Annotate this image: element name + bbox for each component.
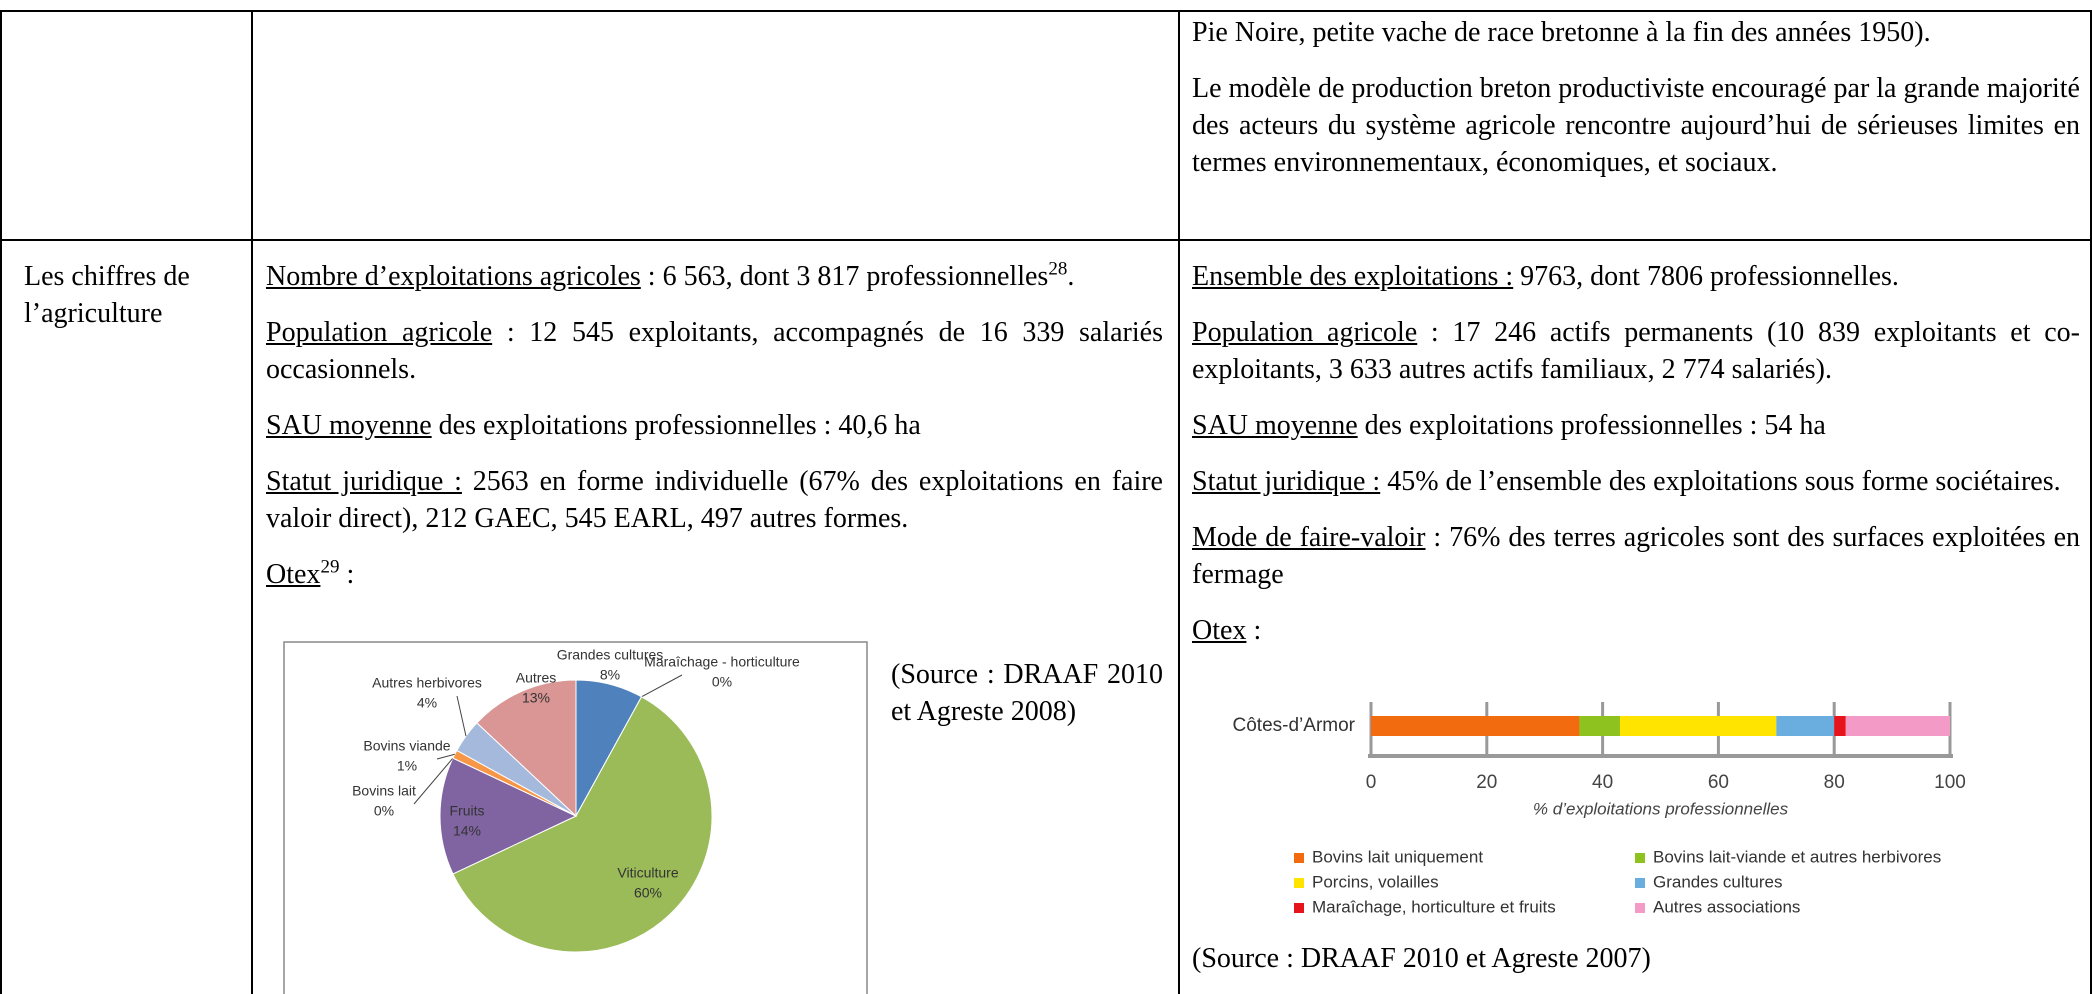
paragraph: SAU moyenne des exploitations profession… bbox=[1192, 407, 2080, 444]
legend-label: Porcins, volailles bbox=[1312, 872, 1439, 891]
bar-segment bbox=[1579, 716, 1620, 736]
slice-label: Autres bbox=[516, 670, 556, 686]
footnote-ref: 29 bbox=[320, 556, 340, 578]
slice-label: Maraîchage - horticulture bbox=[644, 654, 800, 670]
legend-swatch bbox=[1635, 903, 1645, 913]
legend-label: Bovins lait uniquement bbox=[1312, 847, 1483, 866]
label: Otex bbox=[266, 559, 321, 590]
category-label: Côtes-d’Armor bbox=[1233, 715, 1356, 736]
text: : 6 563, dont 3 817 professionnelles bbox=[640, 261, 1049, 292]
paragraph: Population agricole : 12 545 exploitants… bbox=[266, 314, 1163, 388]
x-axis-label: % d’exploitations professionnelles bbox=[1533, 799, 1789, 818]
text: Pie Noire, petite vache de race bretonne… bbox=[1192, 17, 1931, 48]
bar-segment bbox=[1371, 716, 1580, 736]
paragraph: Le modèle de production breton productiv… bbox=[1192, 70, 2080, 181]
text: . bbox=[1067, 261, 1075, 292]
legend-swatch bbox=[1635, 878, 1645, 888]
text: : 76% des terres agricoles sont des surf… bbox=[1192, 522, 2081, 590]
label: Nombre d’exploitations agricoles bbox=[266, 261, 641, 292]
paragraph: Nombre d’exploitations agricoles : 6 563… bbox=[266, 258, 1163, 295]
legend-swatch bbox=[1294, 878, 1304, 888]
leader-line bbox=[413, 757, 454, 805]
slice-label: Autres herbivores bbox=[372, 675, 482, 691]
label: SAU moyenne bbox=[266, 410, 432, 441]
text: : 17 246 actifs permanents (10 839 explo… bbox=[1192, 317, 2080, 385]
text: 45% de l’ensemble des exploitations sous… bbox=[1380, 466, 2061, 497]
paragraph: Otex29 : bbox=[266, 556, 1163, 593]
slice-value: 4% bbox=[417, 695, 437, 711]
slice-value: 60% bbox=[634, 885, 662, 901]
bar-segment bbox=[1845, 716, 1950, 736]
footnote-ref: 28 bbox=[1048, 258, 1068, 280]
slice-label: Bovins viande bbox=[363, 738, 450, 754]
text: des exploitations professionnelles : 40,… bbox=[431, 410, 921, 441]
leader-line bbox=[436, 753, 455, 760]
pie-slice bbox=[439, 757, 578, 875]
paragraph: Mode de faire-valoir : 76% des terres ag… bbox=[1192, 519, 2080, 593]
legend-label: Maraîchage, horticulture et fruits bbox=[1312, 897, 1556, 916]
x-tick-label: 80 bbox=[1824, 772, 1845, 793]
row2-label: Les chiffres de l’agriculture bbox=[24, 261, 190, 329]
bar-segment bbox=[1619, 716, 1777, 736]
slice-value: 14% bbox=[453, 823, 481, 839]
leader-line bbox=[641, 674, 683, 698]
row2-right: Ensemble des exploitations : 9763, dont … bbox=[1192, 258, 2080, 668]
text: : bbox=[339, 559, 355, 590]
paragraph: Population agricole : 17 246 actifs perm… bbox=[1192, 314, 2080, 388]
left-source: (Source : DRAAF 2010 et Agreste 2008) bbox=[891, 659, 1163, 727]
row2-left: Nombre d’exploitations agricoles : 6 563… bbox=[266, 258, 1163, 612]
legend-swatch bbox=[1635, 853, 1645, 863]
x-tick-label: 60 bbox=[1708, 772, 1729, 793]
legend-label: Autres associations bbox=[1653, 897, 1800, 916]
leader-line bbox=[456, 695, 467, 737]
paragraph: Otex : bbox=[1192, 612, 2080, 649]
legend-label: Grandes cultures bbox=[1653, 872, 1782, 891]
paragraph: Statut juridique : 2563 en forme individ… bbox=[266, 463, 1163, 537]
table-borders bbox=[0, 10, 2092, 994]
text: Le modèle de production breton productiv… bbox=[1192, 73, 2080, 178]
text: : bbox=[1246, 615, 1262, 646]
label: SAU moyenne bbox=[1192, 410, 1358, 441]
label: Population agricole bbox=[266, 317, 493, 348]
x-tick-label: 20 bbox=[1476, 772, 1497, 793]
paragraph: Pie Noire, petite vache de race bretonne… bbox=[1192, 14, 2080, 51]
label: Otex bbox=[1192, 615, 1247, 646]
legend-label: Bovins lait-viande et autres herbivores bbox=[1653, 847, 1941, 866]
text: 9763, dont 7806 professionnelles. bbox=[1513, 261, 1899, 292]
slice-value: 0% bbox=[374, 803, 394, 819]
text: : 12 545 exploitants, accompagnés de 16 … bbox=[266, 317, 1163, 385]
slice-value: 1% bbox=[397, 758, 417, 774]
legend-swatch bbox=[1294, 903, 1304, 913]
paragraph: Ensemble des exploitations : 9763, dont … bbox=[1192, 258, 2080, 295]
slice-value: 13% bbox=[522, 690, 550, 706]
slice-label: Viticulture bbox=[617, 865, 678, 881]
x-tick-label: 40 bbox=[1592, 772, 1613, 793]
paragraph: Statut juridique : 45% de l’ensemble des… bbox=[1192, 463, 2080, 500]
bar-segment bbox=[1776, 716, 1835, 736]
label: Statut juridique : bbox=[1192, 466, 1381, 497]
paragraph: SAU moyenne des exploitations profession… bbox=[266, 407, 1163, 444]
pie-slice bbox=[452, 696, 713, 953]
legend-swatch bbox=[1294, 853, 1304, 863]
label: Ensemble des exploitations : bbox=[1192, 261, 1514, 292]
slice-label: Fruits bbox=[450, 803, 485, 819]
label: Population agricole bbox=[1192, 317, 1418, 348]
label: Statut juridique : bbox=[266, 466, 462, 497]
slice-value: 8% bbox=[600, 667, 620, 683]
slice-label: Grandes cultures bbox=[557, 647, 664, 663]
label: Mode de faire-valoir bbox=[1192, 522, 1426, 553]
text: 2563 en forme individuelle (67% des expl… bbox=[266, 466, 1163, 534]
slice-label: Bovins lait bbox=[352, 783, 416, 799]
text: des exploitations professionnelles : 54 … bbox=[1357, 410, 1826, 441]
pie-slice bbox=[476, 679, 577, 818]
slice-value: 0% bbox=[712, 674, 732, 690]
row1-right: Pie Noire, petite vache de race bretonne… bbox=[1192, 14, 2080, 200]
right-source: (Source : DRAAF 2010 et Agreste 2007) bbox=[1192, 943, 1651, 974]
bar-segment bbox=[1834, 716, 1846, 736]
x-tick-label: 0 bbox=[1366, 772, 1377, 793]
x-tick-label: 100 bbox=[1934, 772, 1966, 793]
